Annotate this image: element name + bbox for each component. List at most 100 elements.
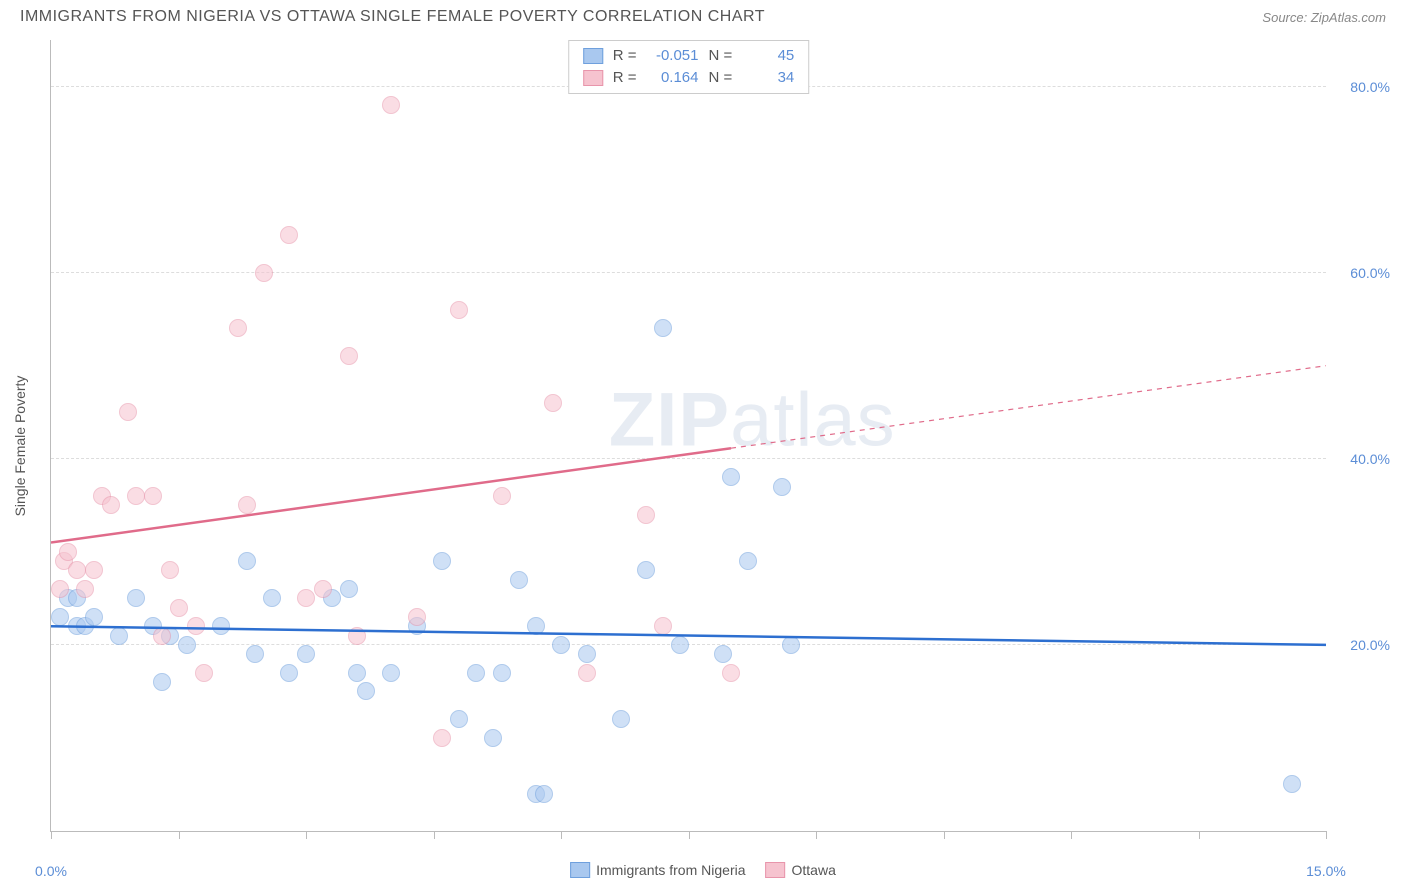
correlation-legend: R = -0.051 N = 45 R = 0.164 N = 34 — [568, 40, 810, 94]
x-tick — [434, 831, 435, 839]
r-value-nigeria: -0.051 — [647, 45, 699, 67]
scatter-point — [493, 664, 511, 682]
scatter-point — [212, 617, 230, 635]
scatter-point — [348, 664, 366, 682]
x-tick-label: 15.0% — [1306, 863, 1346, 879]
legend-item: Immigrants from Nigeria — [570, 862, 745, 878]
scatter-point — [340, 580, 358, 598]
scatter-point — [433, 729, 451, 747]
legend-swatch-nigeria — [583, 48, 603, 64]
r-value-ottawa: 0.164 — [647, 67, 699, 89]
scatter-point — [144, 487, 162, 505]
source-attribution: Source: ZipAtlas.com — [1262, 10, 1386, 25]
scatter-point — [238, 552, 256, 570]
scatter-point — [773, 478, 791, 496]
x-tick — [179, 831, 180, 839]
y-axis-title: Single Female Poverty — [12, 376, 28, 517]
scatter-point — [612, 710, 630, 728]
watermark-zip: ZIP — [609, 377, 730, 462]
scatter-point — [297, 589, 315, 607]
scatter-point — [493, 487, 511, 505]
scatter-point — [671, 636, 689, 654]
source-label: Source: — [1262, 10, 1307, 25]
r-label: R = — [613, 45, 637, 67]
scatter-point — [382, 664, 400, 682]
x-tick — [561, 831, 562, 839]
legend-label-ottawa: Ottawa — [792, 862, 836, 878]
scatter-point — [263, 589, 281, 607]
scatter-point — [714, 645, 732, 663]
scatter-point — [578, 645, 596, 663]
scatter-point — [102, 496, 120, 514]
source-name: ZipAtlas.com — [1311, 10, 1386, 25]
scatter-point — [59, 543, 77, 561]
legend-row: R = 0.164 N = 34 — [583, 67, 795, 89]
scatter-point — [382, 96, 400, 114]
chart-header: IMMIGRANTS FROM NIGERIA VS OTTAWA SINGLE… — [0, 0, 1406, 30]
scatter-point — [255, 264, 273, 282]
scatter-point — [1283, 775, 1301, 793]
scatter-point — [408, 608, 426, 626]
scatter-point — [280, 664, 298, 682]
scatter-point — [68, 561, 86, 579]
chart-title: IMMIGRANTS FROM NIGERIA VS OTTAWA SINGLE… — [20, 8, 765, 26]
scatter-point — [722, 664, 740, 682]
scatter-point — [340, 347, 358, 365]
scatter-point — [527, 617, 545, 635]
series-legend: Immigrants from Nigeria Ottawa — [570, 862, 836, 878]
scatter-point — [178, 636, 196, 654]
scatter-point — [433, 552, 451, 570]
scatter-point — [238, 496, 256, 514]
n-label: N = — [709, 67, 733, 89]
scatter-point — [450, 710, 468, 728]
scatter-point — [654, 617, 672, 635]
y-tick-label: 60.0% — [1330, 265, 1390, 281]
scatter-point — [119, 403, 137, 421]
n-value-ottawa: 34 — [742, 67, 794, 89]
r-label: R = — [613, 67, 637, 89]
x-tick — [51, 831, 52, 839]
scatter-point — [722, 468, 740, 486]
scatter-point — [280, 226, 298, 244]
scatter-point — [127, 589, 145, 607]
scatter-point — [357, 682, 375, 700]
scatter-point — [195, 664, 213, 682]
y-tick-label: 80.0% — [1330, 79, 1390, 95]
watermark-atlas: atlas — [730, 377, 896, 462]
scatter-point — [654, 319, 672, 337]
scatter-point — [637, 506, 655, 524]
scatter-point — [76, 580, 94, 598]
scatter-point — [127, 487, 145, 505]
legend-swatch-nigeria — [570, 862, 590, 878]
scatter-point — [229, 319, 247, 337]
scatter-point — [170, 599, 188, 617]
scatter-point — [544, 394, 562, 412]
legend-item: Ottawa — [766, 862, 836, 878]
scatter-point — [467, 664, 485, 682]
scatter-point — [782, 636, 800, 654]
scatter-point — [246, 645, 264, 663]
x-tick — [689, 831, 690, 839]
scatter-point — [450, 301, 468, 319]
scatter-point — [739, 552, 757, 570]
scatter-point — [535, 785, 553, 803]
scatter-point — [187, 617, 205, 635]
x-tick — [944, 831, 945, 839]
y-tick-label: 20.0% — [1330, 637, 1390, 653]
scatter-point — [51, 580, 69, 598]
watermark: ZIPatlas — [609, 376, 896, 463]
x-tick-label: 0.0% — [35, 863, 67, 879]
gridline — [51, 272, 1326, 273]
scatter-point — [578, 664, 596, 682]
n-label: N = — [709, 45, 733, 67]
n-value-nigeria: 45 — [742, 45, 794, 67]
scatter-point — [484, 729, 502, 747]
scatter-point — [153, 673, 171, 691]
legend-swatch-ottawa — [583, 70, 603, 86]
scatter-chart: R = -0.051 N = 45 R = 0.164 N = 34 ZIPat… — [50, 40, 1326, 832]
scatter-point — [161, 561, 179, 579]
y-tick-label: 40.0% — [1330, 451, 1390, 467]
scatter-point — [552, 636, 570, 654]
scatter-point — [51, 608, 69, 626]
x-tick — [1071, 831, 1072, 839]
